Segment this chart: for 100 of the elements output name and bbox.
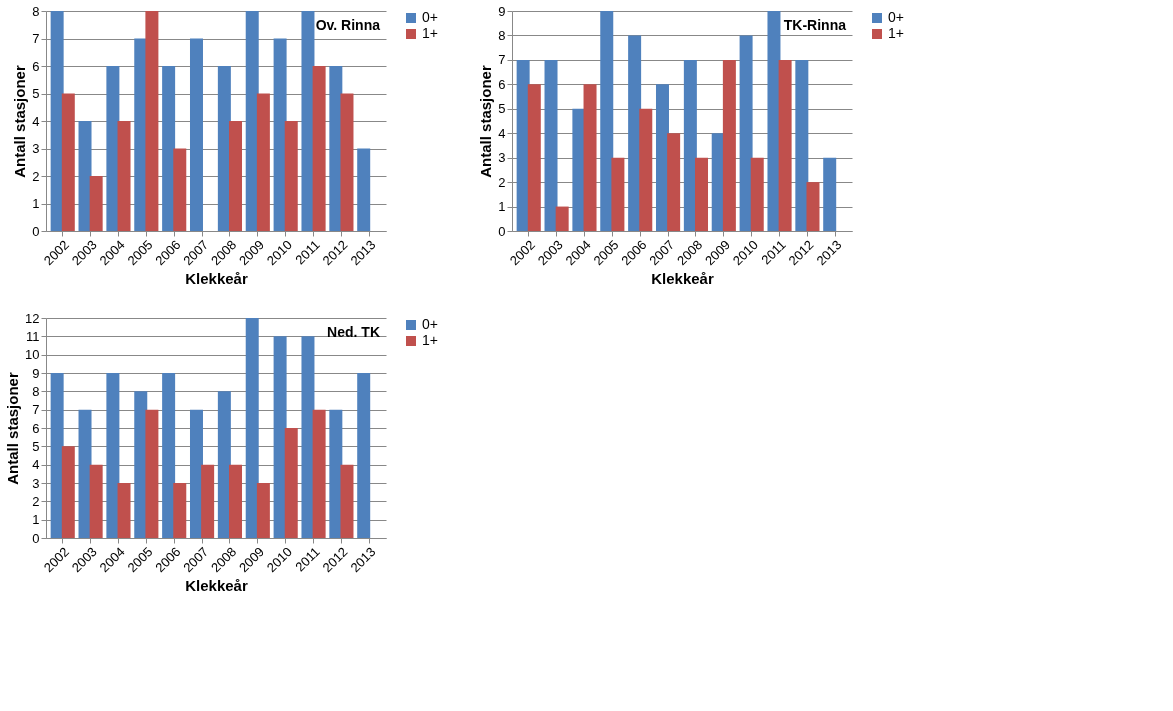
y-tick-label: 2 [32,493,40,509]
bar [61,446,75,538]
bar [795,59,809,231]
bar [284,121,298,231]
bar [273,38,287,231]
bar [245,11,259,231]
y-tick-label: 11 [26,328,40,344]
bar [117,121,131,231]
y-tick-label: 1 [32,196,40,211]
bar [340,464,354,538]
y-tick-label: 8 [32,383,40,399]
y-tick-label: 2 [32,168,40,184]
bar [527,84,541,231]
bar [555,206,569,231]
bar [357,373,371,538]
x-axis-title: Klekkeår [185,577,248,595]
legend-label: 1+ [422,332,438,348]
bar [583,84,597,231]
bar [357,148,371,231]
bar [806,182,820,231]
bar [89,176,103,231]
bar [50,373,64,538]
bar [201,464,215,538]
y-tick-label: 6 [32,58,40,74]
y-tick-label: 4 [32,113,40,129]
bar [611,157,625,231]
bar [273,336,287,538]
y-tick-label: 10 [25,347,40,363]
x-axis-title: Klekkeår [185,270,248,288]
bar [823,157,837,231]
y-tick-label: 8 [498,27,506,43]
bar [245,318,259,538]
y-tick-label: 8 [32,3,40,19]
bar [256,483,270,538]
chart-title: TK-Rinna [783,17,847,33]
bar [78,121,92,231]
bar [78,409,92,538]
bar [301,11,315,231]
legend-label: 0+ [422,9,438,25]
y-tick-label: 4 [32,457,40,473]
bar [162,66,176,231]
bar [173,483,187,538]
y-axis-title: Antall stasjoner [4,372,22,485]
y-tick-label: 6 [498,76,506,92]
bar [50,11,64,231]
bar [544,59,558,231]
y-tick-label: 5 [498,101,506,117]
bar [695,157,709,231]
y-tick-label: 7 [498,52,506,68]
y-tick-label: 12 [25,310,40,326]
bar [639,108,653,231]
y-tick-label: 9 [498,3,506,19]
chart-title: Ned. TK [327,324,380,340]
bar [145,11,159,231]
bar [312,409,326,538]
bar [722,59,736,231]
y-tick-label: 4 [498,125,506,141]
y-tick-label: 0 [498,223,506,239]
chart-title: Ov. Rinna [315,17,381,33]
bar [312,66,326,231]
y-tick-label: 5 [32,438,40,454]
bar [739,35,753,231]
bar [767,11,781,231]
bar [106,66,120,231]
bar [189,38,203,231]
bar [340,93,354,231]
bar [189,409,203,538]
bar [667,133,681,231]
y-axis-title: Antall stasjoner [477,65,495,178]
bar [106,373,120,538]
bar [229,121,243,231]
y-tick-label: 3 [32,475,40,491]
y-tick-label: 7 [32,31,40,46]
bar [256,93,270,231]
bar [683,59,697,231]
bar [600,11,614,231]
legend-label: 1+ [422,25,438,41]
bar [572,108,586,231]
y-axis-title: Antall stasjoner [11,65,29,178]
bar [778,59,792,231]
bar [61,93,75,231]
bar [301,336,315,538]
y-tick-label: 0 [32,530,40,546]
y-tick-label: 3 [32,141,40,156]
legend-label: 1+ [888,25,904,41]
bar [329,409,343,538]
y-tick-label: 0 [32,223,40,239]
y-tick-label: 5 [32,86,40,101]
y-tick-label: 6 [32,420,40,436]
x-axis-title: Klekkeår [651,270,714,288]
legend-label: 0+ [888,9,904,25]
bar [117,483,131,538]
bar [173,148,187,231]
bar [229,464,243,538]
bar [628,35,642,231]
bar [145,409,159,538]
bar [162,373,176,538]
y-tick-label: 9 [32,365,40,381]
legend-label: 0+ [422,316,438,332]
bar [217,391,231,538]
